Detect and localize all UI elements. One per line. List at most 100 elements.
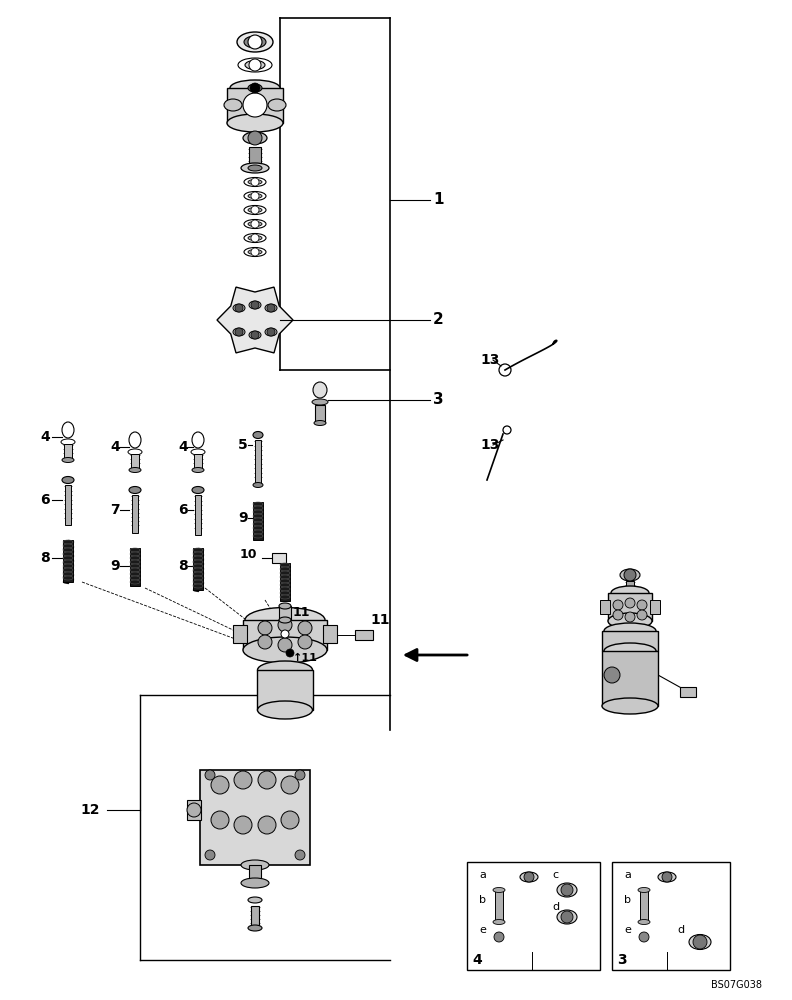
Circle shape [211, 776, 229, 794]
Ellipse shape [280, 587, 290, 591]
Ellipse shape [280, 575, 290, 579]
Ellipse shape [611, 586, 649, 600]
Ellipse shape [253, 522, 263, 526]
Circle shape [613, 610, 623, 620]
Ellipse shape [62, 477, 74, 484]
Ellipse shape [193, 564, 203, 568]
Ellipse shape [130, 552, 140, 556]
Text: 7: 7 [110, 503, 120, 517]
Bar [467, 862, 600, 970]
Ellipse shape [253, 502, 263, 506]
Ellipse shape [604, 643, 656, 659]
Ellipse shape [192, 468, 204, 473]
Text: 8: 8 [178, 559, 188, 573]
Ellipse shape [230, 80, 280, 96]
Bar [602, 631, 658, 651]
Circle shape [248, 131, 262, 145]
Ellipse shape [248, 235, 262, 240]
Bar [193, 548, 203, 590]
Bar [255, 440, 261, 485]
Ellipse shape [313, 382, 327, 398]
Ellipse shape [130, 576, 140, 580]
Text: BS07G038: BS07G038 [711, 980, 762, 990]
Circle shape [251, 301, 259, 309]
Bar [315, 405, 325, 423]
Circle shape [267, 304, 275, 312]
Circle shape [258, 771, 276, 789]
Ellipse shape [249, 301, 261, 309]
Ellipse shape [63, 572, 73, 576]
Text: 5: 5 [238, 438, 248, 452]
Ellipse shape [62, 422, 74, 438]
Circle shape [234, 771, 252, 789]
Text: 6: 6 [40, 493, 50, 507]
Ellipse shape [241, 163, 269, 173]
Circle shape [205, 770, 215, 780]
Ellipse shape [63, 540, 73, 544]
Ellipse shape [608, 613, 652, 629]
Ellipse shape [193, 576, 203, 580]
Bar [251, 906, 259, 928]
Bar [495, 890, 503, 922]
Text: e: e [624, 925, 631, 935]
Ellipse shape [233, 304, 245, 312]
Circle shape [258, 816, 276, 834]
Circle shape [604, 667, 620, 683]
Ellipse shape [237, 32, 273, 52]
Bar [130, 548, 140, 586]
Ellipse shape [280, 571, 290, 575]
Circle shape [251, 206, 259, 214]
Bar [132, 495, 138, 533]
Text: 4: 4 [110, 440, 120, 454]
Circle shape [494, 932, 504, 942]
Ellipse shape [520, 872, 538, 882]
Ellipse shape [249, 331, 261, 339]
Circle shape [243, 93, 267, 117]
Circle shape [662, 872, 672, 882]
Ellipse shape [557, 883, 577, 897]
Ellipse shape [130, 580, 140, 584]
Ellipse shape [268, 99, 286, 111]
Circle shape [561, 911, 573, 923]
Circle shape [286, 649, 294, 657]
Bar [233, 625, 247, 643]
Ellipse shape [280, 579, 290, 583]
Ellipse shape [243, 132, 267, 144]
Circle shape [234, 816, 252, 834]
Text: ↑11: ↑11 [293, 653, 318, 663]
Bar [608, 593, 652, 621]
Ellipse shape [241, 878, 269, 888]
Ellipse shape [493, 888, 505, 892]
Text: 2: 2 [433, 312, 444, 328]
Bar [355, 630, 373, 640]
Circle shape [211, 811, 229, 829]
Circle shape [249, 59, 261, 71]
Text: d: d [677, 925, 684, 935]
Ellipse shape [192, 487, 204, 493]
Ellipse shape [253, 518, 263, 522]
Circle shape [624, 569, 636, 581]
Ellipse shape [130, 556, 140, 560]
Circle shape [251, 248, 259, 256]
Ellipse shape [638, 920, 650, 924]
Polygon shape [217, 287, 293, 353]
Ellipse shape [620, 569, 640, 581]
Ellipse shape [224, 99, 242, 111]
Bar [626, 581, 634, 593]
Circle shape [235, 328, 243, 336]
Ellipse shape [193, 560, 203, 564]
Text: 3: 3 [433, 392, 444, 408]
Bar [257, 670, 313, 710]
Ellipse shape [63, 544, 73, 548]
Ellipse shape [253, 483, 263, 488]
Ellipse shape [130, 560, 140, 564]
Ellipse shape [63, 576, 73, 580]
Ellipse shape [129, 432, 141, 448]
Bar [249, 865, 261, 883]
Ellipse shape [130, 564, 140, 568]
Circle shape [278, 618, 292, 632]
Circle shape [251, 234, 259, 242]
Circle shape [298, 621, 312, 635]
Circle shape [637, 600, 647, 610]
Bar [249, 147, 261, 169]
